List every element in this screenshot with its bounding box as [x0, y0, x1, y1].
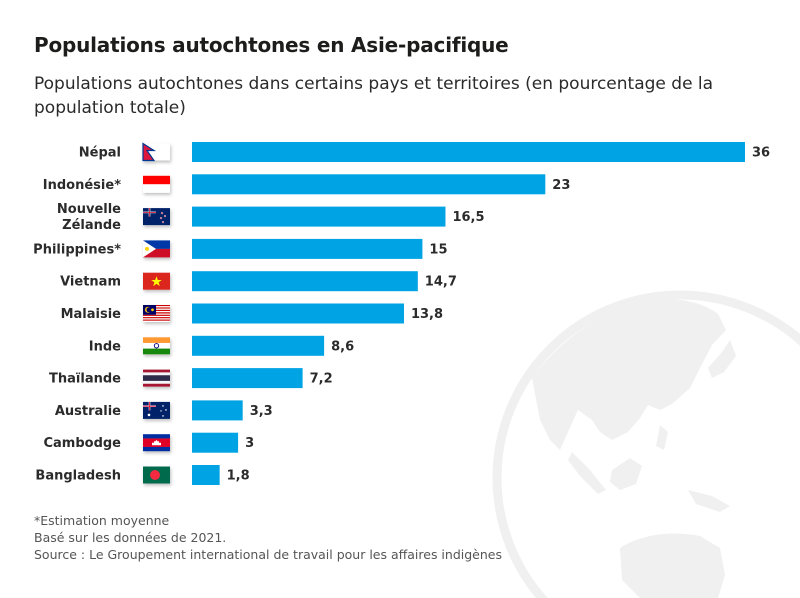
- indonesia-flag-icon: [143, 175, 170, 193]
- bar-row: Vietnam 14,7: [60, 271, 457, 292]
- bar-row: Népal 36: [79, 142, 770, 162]
- category-label: Népal: [79, 146, 121, 161]
- value-label: 7,2: [310, 372, 333, 387]
- category-label: Zélande: [62, 218, 121, 233]
- value-label: 3: [245, 436, 254, 451]
- category-label: Thaïlande: [49, 372, 121, 387]
- chart-title: Populations autochtones en Asie-pacifiqu…: [34, 33, 509, 57]
- bar-row: Cambodge 3: [43, 432, 254, 453]
- thailand-flag-icon: [143, 369, 170, 387]
- category-label: Indonésie*: [43, 178, 121, 193]
- estimate-note: *Estimation moyenne: [34, 513, 170, 528]
- bar-row: Australie 3,3: [55, 400, 273, 421]
- bar: [192, 206, 446, 227]
- bar-row: Thaïlande 7,2: [49, 368, 333, 389]
- value-label: 15: [429, 242, 447, 257]
- india-flag-icon: [143, 337, 170, 355]
- bar-row: Malaisie 13,8: [61, 303, 443, 324]
- value-label: 36: [752, 146, 770, 161]
- malaysia-flag-icon: [143, 305, 170, 322]
- value-label: 14,7: [425, 275, 457, 290]
- value-label: 13,8: [411, 307, 443, 322]
- cambodia-flag-icon: [143, 434, 170, 452]
- bar-row: Philippines* 15: [33, 238, 448, 259]
- year-note: Basé sur les données de 2021.: [34, 530, 227, 545]
- bar: [192, 432, 239, 453]
- bar-row: Bangladesh 1,8: [35, 465, 250, 485]
- value-label: 23: [552, 178, 570, 193]
- category-label: Vietnam: [60, 275, 121, 290]
- bar-row: Indonésie* 23: [43, 174, 570, 195]
- category-label: Australie: [55, 404, 121, 419]
- bangladesh-flag-icon: [143, 466, 170, 484]
- value-label: 8,6: [331, 339, 354, 354]
- philippines-flag-icon: [143, 240, 170, 258]
- bar: [192, 238, 423, 259]
- new-zealand-flag-icon: [143, 208, 170, 226]
- bar-row: Inde 8,6: [89, 335, 354, 356]
- bar: [192, 303, 404, 324]
- footnotes: *Estimation moyenne Basé sur les données…: [34, 512, 502, 563]
- category-label: Bangladesh: [35, 469, 121, 484]
- value-label: 16,5: [452, 210, 484, 225]
- bar: [192, 335, 325, 356]
- category-label: Malaisie: [61, 307, 122, 322]
- value-label: 1,8: [227, 469, 250, 484]
- category-label: Cambodge: [43, 436, 121, 451]
- bar: [192, 465, 220, 485]
- category-label: Nouvelle: [57, 202, 121, 217]
- bar: [192, 174, 546, 195]
- bar: [192, 142, 745, 162]
- bar: [192, 400, 243, 421]
- australia-flag-icon: [143, 401, 170, 419]
- category-label: Inde: [89, 339, 121, 354]
- category-label: Philippines*: [33, 242, 121, 257]
- vietnam-flag-icon: [143, 272, 170, 290]
- bar: [192, 271, 418, 292]
- nepal-flag-icon: [142, 142, 170, 162]
- bar: [192, 368, 303, 389]
- value-label: 3,3: [250, 404, 273, 419]
- source-note: Source : Le Groupement international de …: [34, 547, 502, 562]
- chart-subtitle: Populations autochtones dans certains pa…: [34, 74, 714, 118]
